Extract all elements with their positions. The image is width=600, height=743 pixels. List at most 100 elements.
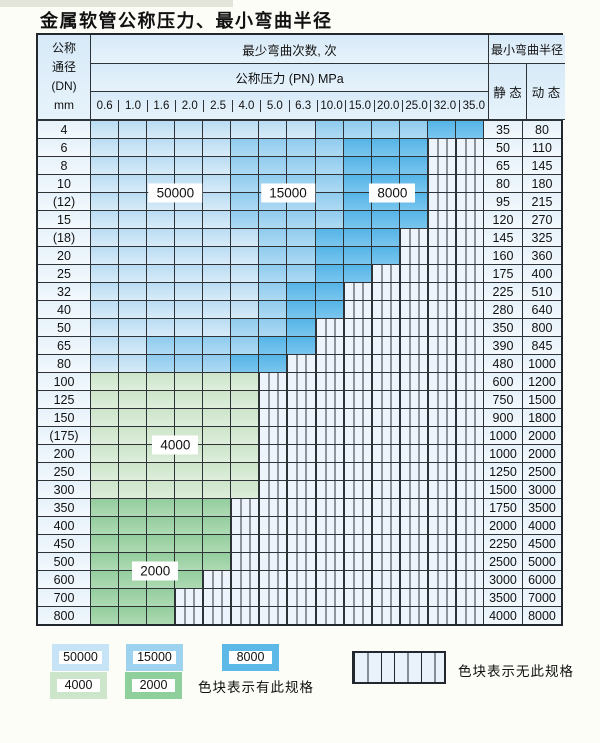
- spec-cell-25-2.5: [203, 265, 231, 282]
- spec-cell-150-15.0: [343, 409, 371, 426]
- spec-cell-4-32.0: [427, 121, 455, 138]
- spec-cell-350-2.0: [175, 499, 203, 516]
- dynamic-(18): 325: [522, 229, 561, 246]
- spec-cell-4-2.0: [175, 121, 203, 138]
- spec-cell-10-0.6: [91, 175, 119, 192]
- dynamic-450: 4500: [522, 535, 561, 552]
- spec-cell-150-5.0: [259, 409, 287, 426]
- dn-100: 100: [38, 373, 90, 390]
- spec-cell-80-4.0: [231, 355, 259, 372]
- dynamic-100: 1200: [522, 373, 561, 390]
- spec-cell-500-2.0: [175, 553, 203, 570]
- spec-cell-(18)-5.0: [259, 229, 287, 246]
- spec-cell-15-6.3: [287, 211, 315, 228]
- scan-artifact-strip: [0, 0, 233, 7]
- spec-cell-150-2.0: [175, 409, 203, 426]
- spec-cell-32-20.0: [371, 283, 399, 300]
- spec-cell-350-6.3: [287, 499, 315, 516]
- spec-cell-125-6.3: [287, 391, 315, 408]
- header-dn-line1: 公称: [51, 40, 76, 55]
- spec-cell-125-2.0: [175, 391, 203, 408]
- spec-cell-(12)-4.0: [231, 193, 259, 210]
- spec-cell-150-32.0: [427, 409, 455, 426]
- spec-cell-600-4.0: [231, 571, 259, 588]
- spec-cell-200-20.0: [371, 445, 399, 462]
- legend-item-4000: 4000: [50, 672, 107, 699]
- static-400: 2000: [483, 517, 522, 534]
- spec-cell-150-0.6: [91, 409, 119, 426]
- spec-cell-80-15.0: [343, 355, 371, 372]
- spec-cell-20-2.0: [175, 247, 203, 264]
- spec-cell-800-6.3: [287, 607, 315, 624]
- dynamic-4: 80: [522, 121, 561, 138]
- spec-cell-600-32.0: [427, 571, 455, 588]
- spec-cell-250-35.0: [455, 463, 483, 480]
- spec-cell-15-25.0: [399, 211, 427, 228]
- static-(12): 95: [483, 193, 522, 210]
- spec-cell-32-6.3: [287, 283, 315, 300]
- spec-cell-125-2.5: [203, 391, 231, 408]
- spec-cell-(18)-0.6: [91, 229, 119, 246]
- spec-cell-500-32.0: [427, 553, 455, 570]
- pressure-col-0.6: 0.6: [91, 99, 120, 112]
- spec-cell-32-35.0: [455, 283, 483, 300]
- spec-cell-8-20.0: [371, 157, 399, 174]
- spec-cell-800-35.0: [455, 607, 483, 624]
- spec-cell-20-20.0: [371, 247, 399, 264]
- legend-item-8000: 8000: [222, 644, 279, 671]
- spec-cell-65-1.6: [147, 337, 175, 354]
- spec-cell-4-1.6: [147, 121, 175, 138]
- region-label-50000: 50000: [148, 183, 203, 203]
- dynamic-700: 7000: [522, 589, 561, 606]
- spec-cell-80-5.0: [259, 355, 287, 372]
- spec-cell-125-1.0: [119, 391, 147, 408]
- static-250: 1250: [483, 463, 522, 480]
- spec-cell-450-0.6: [91, 535, 119, 552]
- spec-cell-450-5.0: [259, 535, 287, 552]
- spec-cell-700-25.0: [399, 589, 427, 606]
- spec-cell-15-32.0: [427, 211, 455, 228]
- spec-cell-50-5.0: [259, 319, 287, 336]
- pressure-col-6.3: 6.3: [290, 99, 318, 112]
- spec-cell-150-4.0: [231, 409, 259, 426]
- dn-80: 80: [38, 355, 90, 372]
- spec-cell-10-2.5: [203, 175, 231, 192]
- spec-cell-20-32.0: [427, 247, 455, 264]
- spec-cell-100-1.0: [119, 373, 147, 390]
- spec-cell-800-0.6: [91, 607, 119, 624]
- dynamic-150: 1800: [522, 409, 561, 426]
- static-(175): 1000: [483, 427, 522, 444]
- spec-cell-600-2.5: [203, 571, 231, 588]
- spec-cell-700-1.0: [119, 589, 147, 606]
- spec-cell-350-5.0: [259, 499, 287, 516]
- spec-cell-80-1.0: [119, 355, 147, 372]
- spec-cell-200-10.0: [315, 445, 343, 462]
- spec-cell-4-25.0: [399, 121, 427, 138]
- spec-cell-400-20.0: [371, 517, 399, 534]
- spec-cell-40-1.0: [119, 301, 147, 318]
- spec-cell-20-4.0: [231, 247, 259, 264]
- dynamic-500: 5000: [522, 553, 561, 570]
- spec-cell-600-0.6: [91, 571, 119, 588]
- spec-cell-500-2.5: [203, 553, 231, 570]
- spec-cell-200-6.3: [287, 445, 315, 462]
- spec-cell-15-2.5: [203, 211, 231, 228]
- spec-cell-10-32.0: [427, 175, 455, 192]
- pressure-col-15.0: 15.0: [346, 99, 375, 112]
- spec-cell-500-25.0: [399, 553, 427, 570]
- spec-cell-200-1.0: [119, 445, 147, 462]
- spec-cell-40-25.0: [399, 301, 427, 318]
- spec-cell-15-5.0: [259, 211, 287, 228]
- spec-cell-500-35.0: [455, 553, 483, 570]
- spec-cell-100-6.3: [287, 373, 315, 390]
- spec-cell-(175)-2.5: [203, 427, 231, 444]
- region-label-2000: 2000: [132, 561, 179, 581]
- spec-cell-200-15.0: [343, 445, 371, 462]
- spec-cell-4-5.0: [259, 121, 287, 138]
- spec-cell-65-35.0: [455, 337, 483, 354]
- spec-cell-65-1.0: [119, 337, 147, 354]
- spec-cell-6-35.0: [455, 139, 483, 156]
- spec-cell-350-32.0: [427, 499, 455, 516]
- spec-cell-400-1.0: [119, 517, 147, 534]
- spec-cell-700-4.0: [231, 589, 259, 606]
